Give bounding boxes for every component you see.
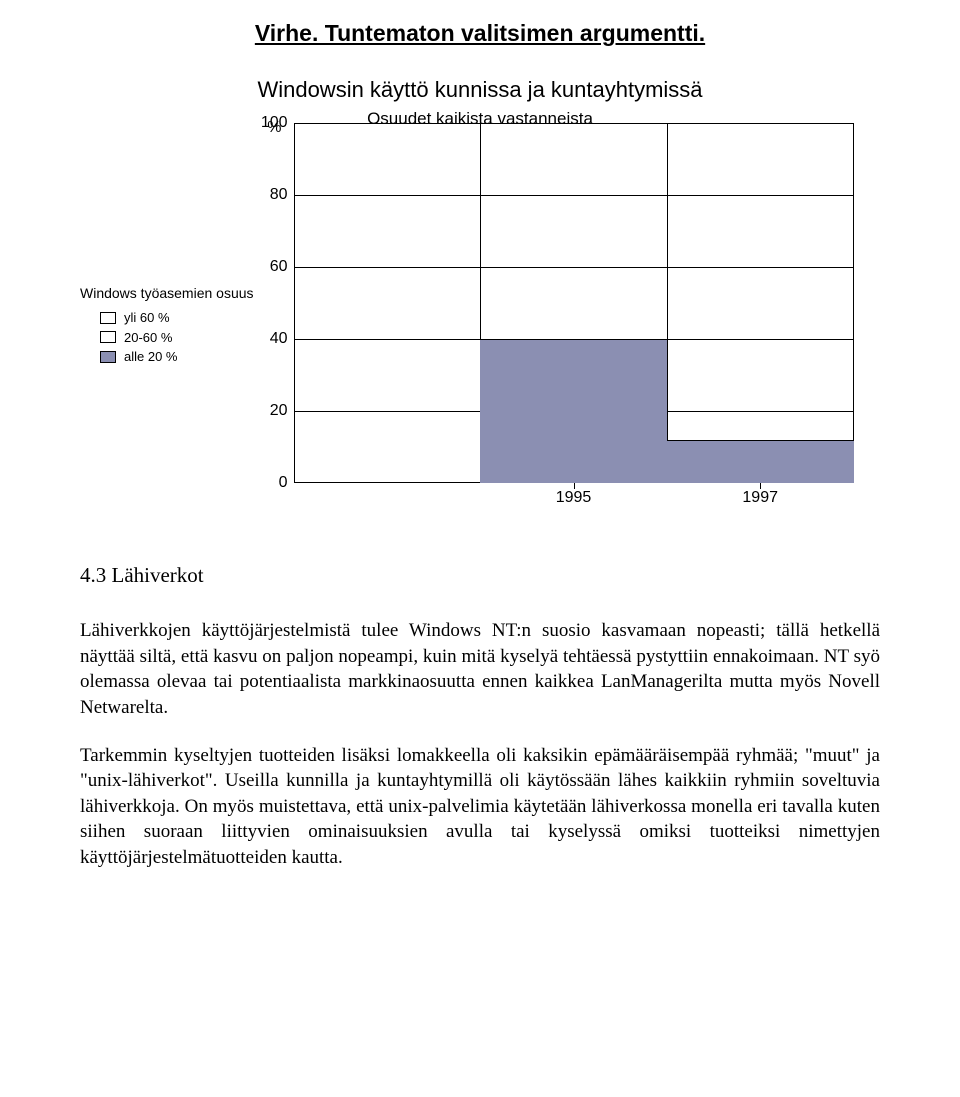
legend-swatch-alle20 (100, 351, 116, 363)
grid-horizontal (294, 195, 854, 196)
page-error-header: Virhe. Tuntematon valitsimen argumentti. (80, 20, 880, 47)
section-paragraph-1: Lähiverkkojen käyttöjärjestelmistä tulee… (80, 618, 880, 721)
bar-segment-alle20 (480, 339, 667, 483)
legend-label-yli60: yli 60 % (124, 308, 170, 328)
ytick-label: 0 (279, 474, 294, 492)
ytick-label: 100 (261, 114, 294, 132)
grid-vertical (667, 123, 668, 483)
xtick-label: 1997 (742, 483, 778, 507)
ytick-label: 40 (270, 330, 294, 348)
legend-item-yli60: yli 60 % (80, 308, 254, 328)
chart-legend: Windows työasemien osuus yli 60 % 20-60 … (80, 283, 254, 367)
ytick-label: 60 (270, 258, 294, 276)
legend-label-alle20: alle 20 % (124, 347, 177, 367)
grid-horizontal (294, 267, 854, 268)
legend-swatch-yli60 (100, 312, 116, 324)
legend-item-2060: 20-60 % (80, 328, 254, 348)
legend-item-alle20: alle 20 % (80, 347, 254, 367)
legend-title: Windows työasemien osuus (80, 283, 254, 304)
xtick-label: 1995 (556, 483, 592, 507)
chart-plot: % 02040608010019951997 (294, 123, 854, 483)
bar-segment-alle20 (667, 440, 854, 483)
ytick-label: 20 (270, 402, 294, 420)
chart-plot-wrap: % 02040608010019951997 (264, 123, 880, 483)
chart-block: Windows työasemien osuus yli 60 % 20-60 … (80, 123, 880, 483)
legend-label-2060: 20-60 % (124, 328, 172, 348)
section-heading: 4.3 Lähiverkot (80, 563, 880, 588)
section-paragraph-2: Tarkemmin kyseltyjen tuotteiden lisäksi … (80, 743, 880, 871)
legend-swatch-2060 (100, 331, 116, 343)
ytick-label: 80 (270, 186, 294, 204)
chart-title: Windowsin käyttö kunnissa ja kuntayhtymi… (80, 77, 880, 103)
